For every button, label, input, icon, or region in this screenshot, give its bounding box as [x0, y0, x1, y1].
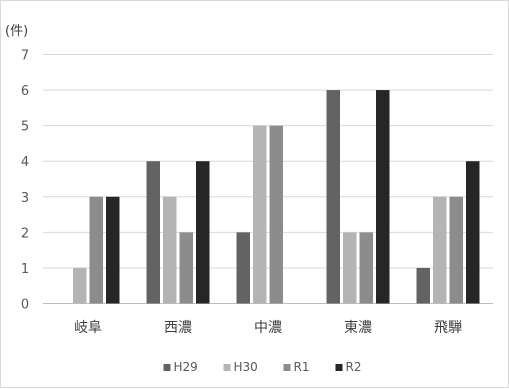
bar-r2-2	[196, 161, 210, 304]
legend-swatch-h30	[223, 364, 231, 371]
bar-h30-4	[343, 232, 357, 304]
x-category-label: 東濃	[344, 320, 372, 336]
bar-h29-5	[416, 267, 430, 304]
y-tick-label: 0	[21, 298, 29, 313]
bar-h29-3	[236, 232, 250, 304]
legend-swatch-h29	[163, 364, 171, 371]
legend-label-h30: H30	[234, 360, 258, 374]
y-tick-label: 4	[21, 155, 29, 170]
bar-r2-1	[106, 196, 120, 304]
x-category-label: 中濃	[254, 320, 282, 336]
bar-r1-1	[89, 196, 103, 304]
legend-label-r1: R1	[294, 360, 310, 374]
y-tick-label: 7	[21, 49, 29, 64]
bar-r1-4	[359, 232, 373, 304]
legend-label-h29: H29	[174, 360, 198, 374]
bar-r1-5	[449, 196, 463, 304]
bar-r1-3	[269, 125, 283, 304]
legend-label-r2: R2	[346, 360, 362, 374]
bars	[73, 90, 480, 304]
y-tick-label: 1	[21, 262, 29, 277]
legend-swatch-r2	[335, 364, 343, 371]
y-tick-label: 2	[21, 226, 29, 241]
x-category-label: 飛騨	[434, 320, 462, 336]
bar-r2-4	[376, 90, 390, 304]
bar-r2-5	[466, 161, 480, 304]
bar-h29-4	[326, 90, 340, 304]
x-axis-labels: 岐阜 西濃 中濃 東濃 飛騨	[74, 319, 462, 336]
bar-h30-2	[163, 196, 177, 304]
bar-h30-5	[433, 196, 447, 304]
y-unit-label: (件)	[5, 24, 28, 39]
bar-h30-3	[253, 125, 267, 304]
x-category-label: 岐阜	[74, 319, 102, 336]
y-tick-label: 3	[21, 191, 29, 206]
legend-swatch-r1	[283, 364, 291, 371]
legend: H29 H30 R1 R2	[163, 360, 362, 374]
bar-h30-1	[73, 267, 87, 304]
x-category-label: 西濃	[164, 320, 192, 336]
y-tick-label: 6	[21, 84, 29, 99]
y-tick-label: 5	[21, 120, 29, 135]
y-axis-ticks: 0 1 2 3 4 5 6 7	[21, 49, 29, 313]
bar-r1-2	[179, 232, 193, 304]
bar-h29-2	[146, 161, 160, 304]
